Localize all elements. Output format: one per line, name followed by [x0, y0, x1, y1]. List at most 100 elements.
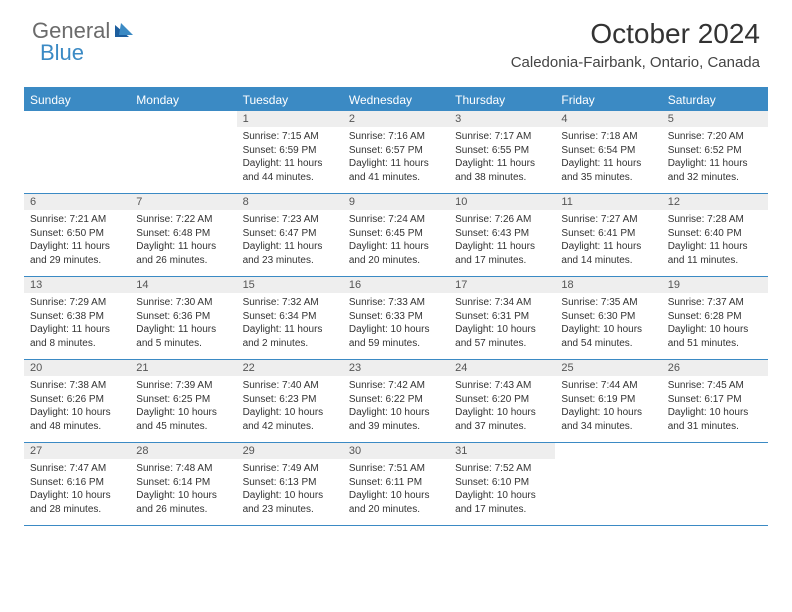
sunrise-line: Sunrise: 7:35 AM — [561, 296, 655, 310]
sunrise-line: Sunrise: 7:49 AM — [243, 462, 337, 476]
day-number: 31 — [449, 443, 555, 459]
sunrise-line: Sunrise: 7:26 AM — [455, 213, 549, 227]
daylight-line: Daylight: 10 hours and 42 minutes. — [243, 406, 337, 433]
logo-text-blue: Blue — [40, 40, 84, 65]
daylight-line: Daylight: 11 hours and 44 minutes. — [243, 157, 337, 184]
day-number: 7 — [130, 194, 236, 210]
day-details: Sunrise: 7:49 AMSunset: 6:13 PMDaylight:… — [237, 459, 343, 520]
day-details: Sunrise: 7:42 AMSunset: 6:22 PMDaylight:… — [343, 376, 449, 437]
day-details: Sunrise: 7:16 AMSunset: 6:57 PMDaylight:… — [343, 127, 449, 188]
day-number: 20 — [24, 360, 130, 376]
day-number: 19 — [662, 277, 768, 293]
sunset-line: Sunset: 6:45 PM — [349, 227, 443, 241]
day-details: Sunrise: 7:20 AMSunset: 6:52 PMDaylight:… — [662, 127, 768, 188]
sunset-line: Sunset: 6:20 PM — [455, 393, 549, 407]
sunset-line: Sunset: 6:23 PM — [243, 393, 337, 407]
day-number: 15 — [237, 277, 343, 293]
day-number: 3 — [449, 111, 555, 127]
day-number: 5 — [662, 111, 768, 127]
daylight-line: Daylight: 11 hours and 8 minutes. — [30, 323, 124, 350]
calendar-cell: 4Sunrise: 7:18 AMSunset: 6:54 PMDaylight… — [555, 111, 661, 193]
daylight-line: Daylight: 10 hours and 37 minutes. — [455, 406, 549, 433]
sunrise-line: Sunrise: 7:44 AM — [561, 379, 655, 393]
daylight-line: Daylight: 11 hours and 20 minutes. — [349, 240, 443, 267]
sunset-line: Sunset: 6:57 PM — [349, 144, 443, 158]
sunrise-line: Sunrise: 7:39 AM — [136, 379, 230, 393]
calendar-weeks: ..1Sunrise: 7:15 AMSunset: 6:59 PMDaylig… — [24, 111, 768, 526]
sunset-line: Sunset: 6:25 PM — [136, 393, 230, 407]
daylight-line: Daylight: 10 hours and 54 minutes. — [561, 323, 655, 350]
sunset-line: Sunset: 6:47 PM — [243, 227, 337, 241]
daylight-line: Daylight: 10 hours and 31 minutes. — [668, 406, 762, 433]
day-number: 25 — [555, 360, 661, 376]
calendar-cell: 10Sunrise: 7:26 AMSunset: 6:43 PMDayligh… — [449, 194, 555, 276]
sunrise-line: Sunrise: 7:42 AM — [349, 379, 443, 393]
calendar-cell: . — [662, 443, 768, 525]
daylight-line: Daylight: 10 hours and 39 minutes. — [349, 406, 443, 433]
weekday-sat: Saturday — [662, 89, 768, 111]
day-details: Sunrise: 7:51 AMSunset: 6:11 PMDaylight:… — [343, 459, 449, 520]
sunset-line: Sunset: 6:30 PM — [561, 310, 655, 324]
daylight-line: Daylight: 10 hours and 59 minutes. — [349, 323, 443, 350]
calendar-cell: 3Sunrise: 7:17 AMSunset: 6:55 PMDaylight… — [449, 111, 555, 193]
day-number: 21 — [130, 360, 236, 376]
daylight-line: Daylight: 10 hours and 26 minutes. — [136, 489, 230, 516]
sunrise-line: Sunrise: 7:37 AM — [668, 296, 762, 310]
day-details: Sunrise: 7:24 AMSunset: 6:45 PMDaylight:… — [343, 210, 449, 271]
day-details: Sunrise: 7:45 AMSunset: 6:17 PMDaylight:… — [662, 376, 768, 437]
sunset-line: Sunset: 6:41 PM — [561, 227, 655, 241]
day-details: Sunrise: 7:44 AMSunset: 6:19 PMDaylight:… — [555, 376, 661, 437]
sunset-line: Sunset: 6:26 PM — [30, 393, 124, 407]
calendar-cell: 19Sunrise: 7:37 AMSunset: 6:28 PMDayligh… — [662, 277, 768, 359]
calendar-cell: 24Sunrise: 7:43 AMSunset: 6:20 PMDayligh… — [449, 360, 555, 442]
sunrise-line: Sunrise: 7:33 AM — [349, 296, 443, 310]
daylight-line: Daylight: 11 hours and 5 minutes. — [136, 323, 230, 350]
sunset-line: Sunset: 6:14 PM — [136, 476, 230, 490]
sunset-line: Sunset: 6:28 PM — [668, 310, 762, 324]
sunrise-line: Sunrise: 7:27 AM — [561, 213, 655, 227]
day-details: Sunrise: 7:39 AMSunset: 6:25 PMDaylight:… — [130, 376, 236, 437]
day-number: 8 — [237, 194, 343, 210]
sunset-line: Sunset: 6:50 PM — [30, 227, 124, 241]
day-details: Sunrise: 7:26 AMSunset: 6:43 PMDaylight:… — [449, 210, 555, 271]
calendar-cell: 9Sunrise: 7:24 AMSunset: 6:45 PMDaylight… — [343, 194, 449, 276]
daylight-line: Daylight: 10 hours and 17 minutes. — [455, 489, 549, 516]
day-number: 2 — [343, 111, 449, 127]
day-number: 10 — [449, 194, 555, 210]
daylight-line: Daylight: 11 hours and 11 minutes. — [668, 240, 762, 267]
sunset-line: Sunset: 6:55 PM — [455, 144, 549, 158]
sunset-line: Sunset: 6:36 PM — [136, 310, 230, 324]
sunrise-line: Sunrise: 7:18 AM — [561, 130, 655, 144]
day-number: 1 — [237, 111, 343, 127]
day-number: 24 — [449, 360, 555, 376]
sunrise-line: Sunrise: 7:15 AM — [243, 130, 337, 144]
day-number: 22 — [237, 360, 343, 376]
sunset-line: Sunset: 6:11 PM — [349, 476, 443, 490]
calendar-week: 27Sunrise: 7:47 AMSunset: 6:16 PMDayligh… — [24, 443, 768, 526]
month-title: October 2024 — [511, 18, 760, 50]
calendar-cell: 29Sunrise: 7:49 AMSunset: 6:13 PMDayligh… — [237, 443, 343, 525]
weekday-mon: Monday — [130, 89, 236, 111]
day-details: Sunrise: 7:30 AMSunset: 6:36 PMDaylight:… — [130, 293, 236, 354]
day-details: Sunrise: 7:28 AMSunset: 6:40 PMDaylight:… — [662, 210, 768, 271]
calendar-cell: 13Sunrise: 7:29 AMSunset: 6:38 PMDayligh… — [24, 277, 130, 359]
sunrise-line: Sunrise: 7:32 AM — [243, 296, 337, 310]
daylight-line: Daylight: 10 hours and 34 minutes. — [561, 406, 655, 433]
sunrise-line: Sunrise: 7:23 AM — [243, 213, 337, 227]
day-number: 11 — [555, 194, 661, 210]
day-details: Sunrise: 7:48 AMSunset: 6:14 PMDaylight:… — [130, 459, 236, 520]
daylight-line: Daylight: 11 hours and 38 minutes. — [455, 157, 549, 184]
weekday-thu: Thursday — [449, 89, 555, 111]
calendar-cell: 6Sunrise: 7:21 AMSunset: 6:50 PMDaylight… — [24, 194, 130, 276]
sunrise-line: Sunrise: 7:28 AM — [668, 213, 762, 227]
sunset-line: Sunset: 6:40 PM — [668, 227, 762, 241]
calendar-cell: 8Sunrise: 7:23 AMSunset: 6:47 PMDaylight… — [237, 194, 343, 276]
sunrise-line: Sunrise: 7:38 AM — [30, 379, 124, 393]
day-number: 27 — [24, 443, 130, 459]
day-number: 29 — [237, 443, 343, 459]
daylight-line: Daylight: 11 hours and 17 minutes. — [455, 240, 549, 267]
location-subtitle: Caledonia-Fairbank, Ontario, Canada — [511, 54, 760, 71]
weekday-sun: Sunday — [24, 89, 130, 111]
calendar-cell: 27Sunrise: 7:47 AMSunset: 6:16 PMDayligh… — [24, 443, 130, 525]
calendar-cell: . — [130, 111, 236, 193]
